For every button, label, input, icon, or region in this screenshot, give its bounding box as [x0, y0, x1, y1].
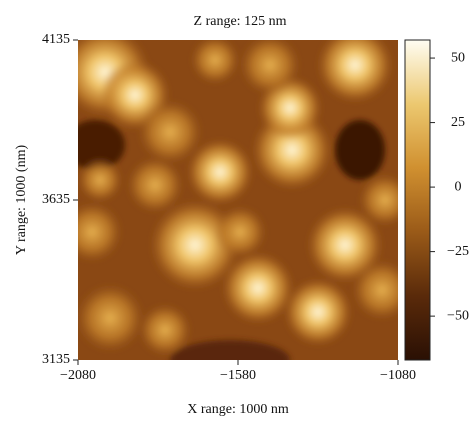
y-tick-label: 3635: [42, 192, 70, 207]
colorbar-tick-label: 0: [455, 179, 462, 194]
y-axis-label: Y range: 1000 (nm): [14, 145, 29, 256]
x-tick-label: −2080: [60, 368, 96, 383]
colorbar-tick-label: −25: [447, 244, 469, 259]
colorbar-tick-label: 25: [451, 115, 465, 130]
surface-texture: [78, 40, 398, 360]
colorbar: [404, 39, 431, 361]
chart-title: Z range: 125 nm: [194, 14, 287, 29]
y-tick-label: 3135: [42, 352, 70, 367]
colorbar-tick-label: −50: [447, 308, 469, 323]
image: [78, 40, 398, 360]
y-tick-label: 4135: [42, 32, 70, 47]
colorbar-tick-label: 50: [451, 50, 465, 65]
x-tick-label: −1580: [220, 368, 256, 383]
x-axis-label: X range: 1000 nm: [187, 402, 289, 417]
x-tick-label: −1080: [380, 368, 416, 383]
